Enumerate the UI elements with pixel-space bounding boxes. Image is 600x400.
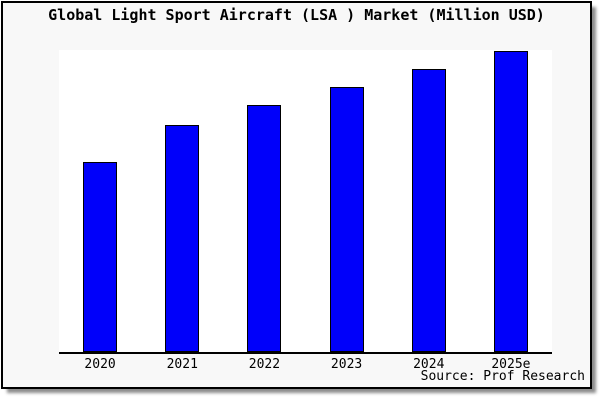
bar-2020 [83, 162, 118, 352]
x-tick-label-2022: 2022 [248, 357, 281, 372]
bar-2022 [247, 105, 282, 352]
x-tick-label-2023: 2023 [330, 357, 363, 372]
x-tick-label-2025e: 2025e [491, 357, 531, 372]
chart-window: Global Light Sport Aircraft (LSA ) Marke… [1, 1, 592, 389]
bar-2023 [329, 87, 364, 352]
x-tick-label-2020: 2020 [84, 357, 116, 372]
chart-title: Global Light Sport Aircraft (LSA ) Marke… [48, 6, 545, 24]
x-tick-label-2021: 2021 [166, 357, 198, 372]
plot-area [59, 50, 552, 354]
bar-2025e [493, 51, 528, 352]
bar-2021 [165, 125, 200, 352]
x-tick-label-2024: 2024 [413, 357, 445, 372]
bar-2024 [411, 69, 446, 352]
x-axis-tick-labels: 2020 2021 2022 2023 2024 2025e [59, 357, 552, 373]
source-credit: Source: Prof Research [420, 369, 585, 384]
